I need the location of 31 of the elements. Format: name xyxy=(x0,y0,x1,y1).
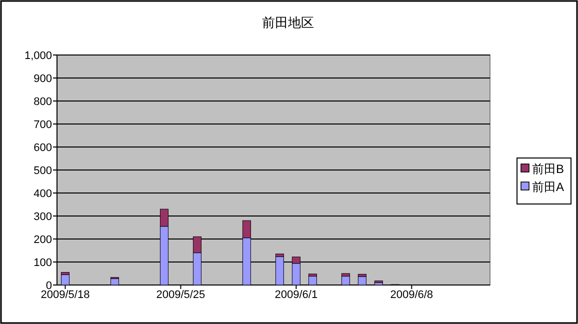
x-tick-label: 2009/5/18 xyxy=(40,289,90,301)
bar xyxy=(61,274,70,286)
bar xyxy=(308,274,317,277)
y-tick-label: 300 xyxy=(34,211,52,223)
x-tick-label: 2009/6/1 xyxy=(274,289,318,301)
y-tick-label: 500 xyxy=(34,165,52,177)
y-tick-label: 100 xyxy=(34,257,52,269)
y-tick-label: 800 xyxy=(34,96,52,108)
chart-title: 前田地区 xyxy=(262,15,314,30)
legend-label: 前田B xyxy=(532,162,564,176)
bar xyxy=(242,220,251,238)
y-tick-label: 0 xyxy=(46,280,52,292)
y-tick-label: 900 xyxy=(34,73,52,85)
bar xyxy=(292,263,300,286)
x-tick-label: 2009/6/8 xyxy=(390,289,434,301)
legend-label: 前田A xyxy=(532,180,564,194)
x-tick-label: 2009/5/25 xyxy=(156,289,206,301)
y-tick-label: 700 xyxy=(34,119,52,131)
bar xyxy=(308,276,317,286)
bar xyxy=(358,274,366,277)
bar xyxy=(341,276,350,286)
y-tick-label: 200 xyxy=(34,234,52,246)
bar xyxy=(61,272,70,275)
y-tick-label: 1,000 xyxy=(24,50,52,62)
y-tick-label: 600 xyxy=(34,142,52,154)
bar xyxy=(341,273,350,277)
bar xyxy=(358,276,366,286)
bar xyxy=(275,254,284,257)
bar xyxy=(110,278,119,286)
y-tick-label: 400 xyxy=(34,188,52,200)
bar xyxy=(374,282,383,286)
